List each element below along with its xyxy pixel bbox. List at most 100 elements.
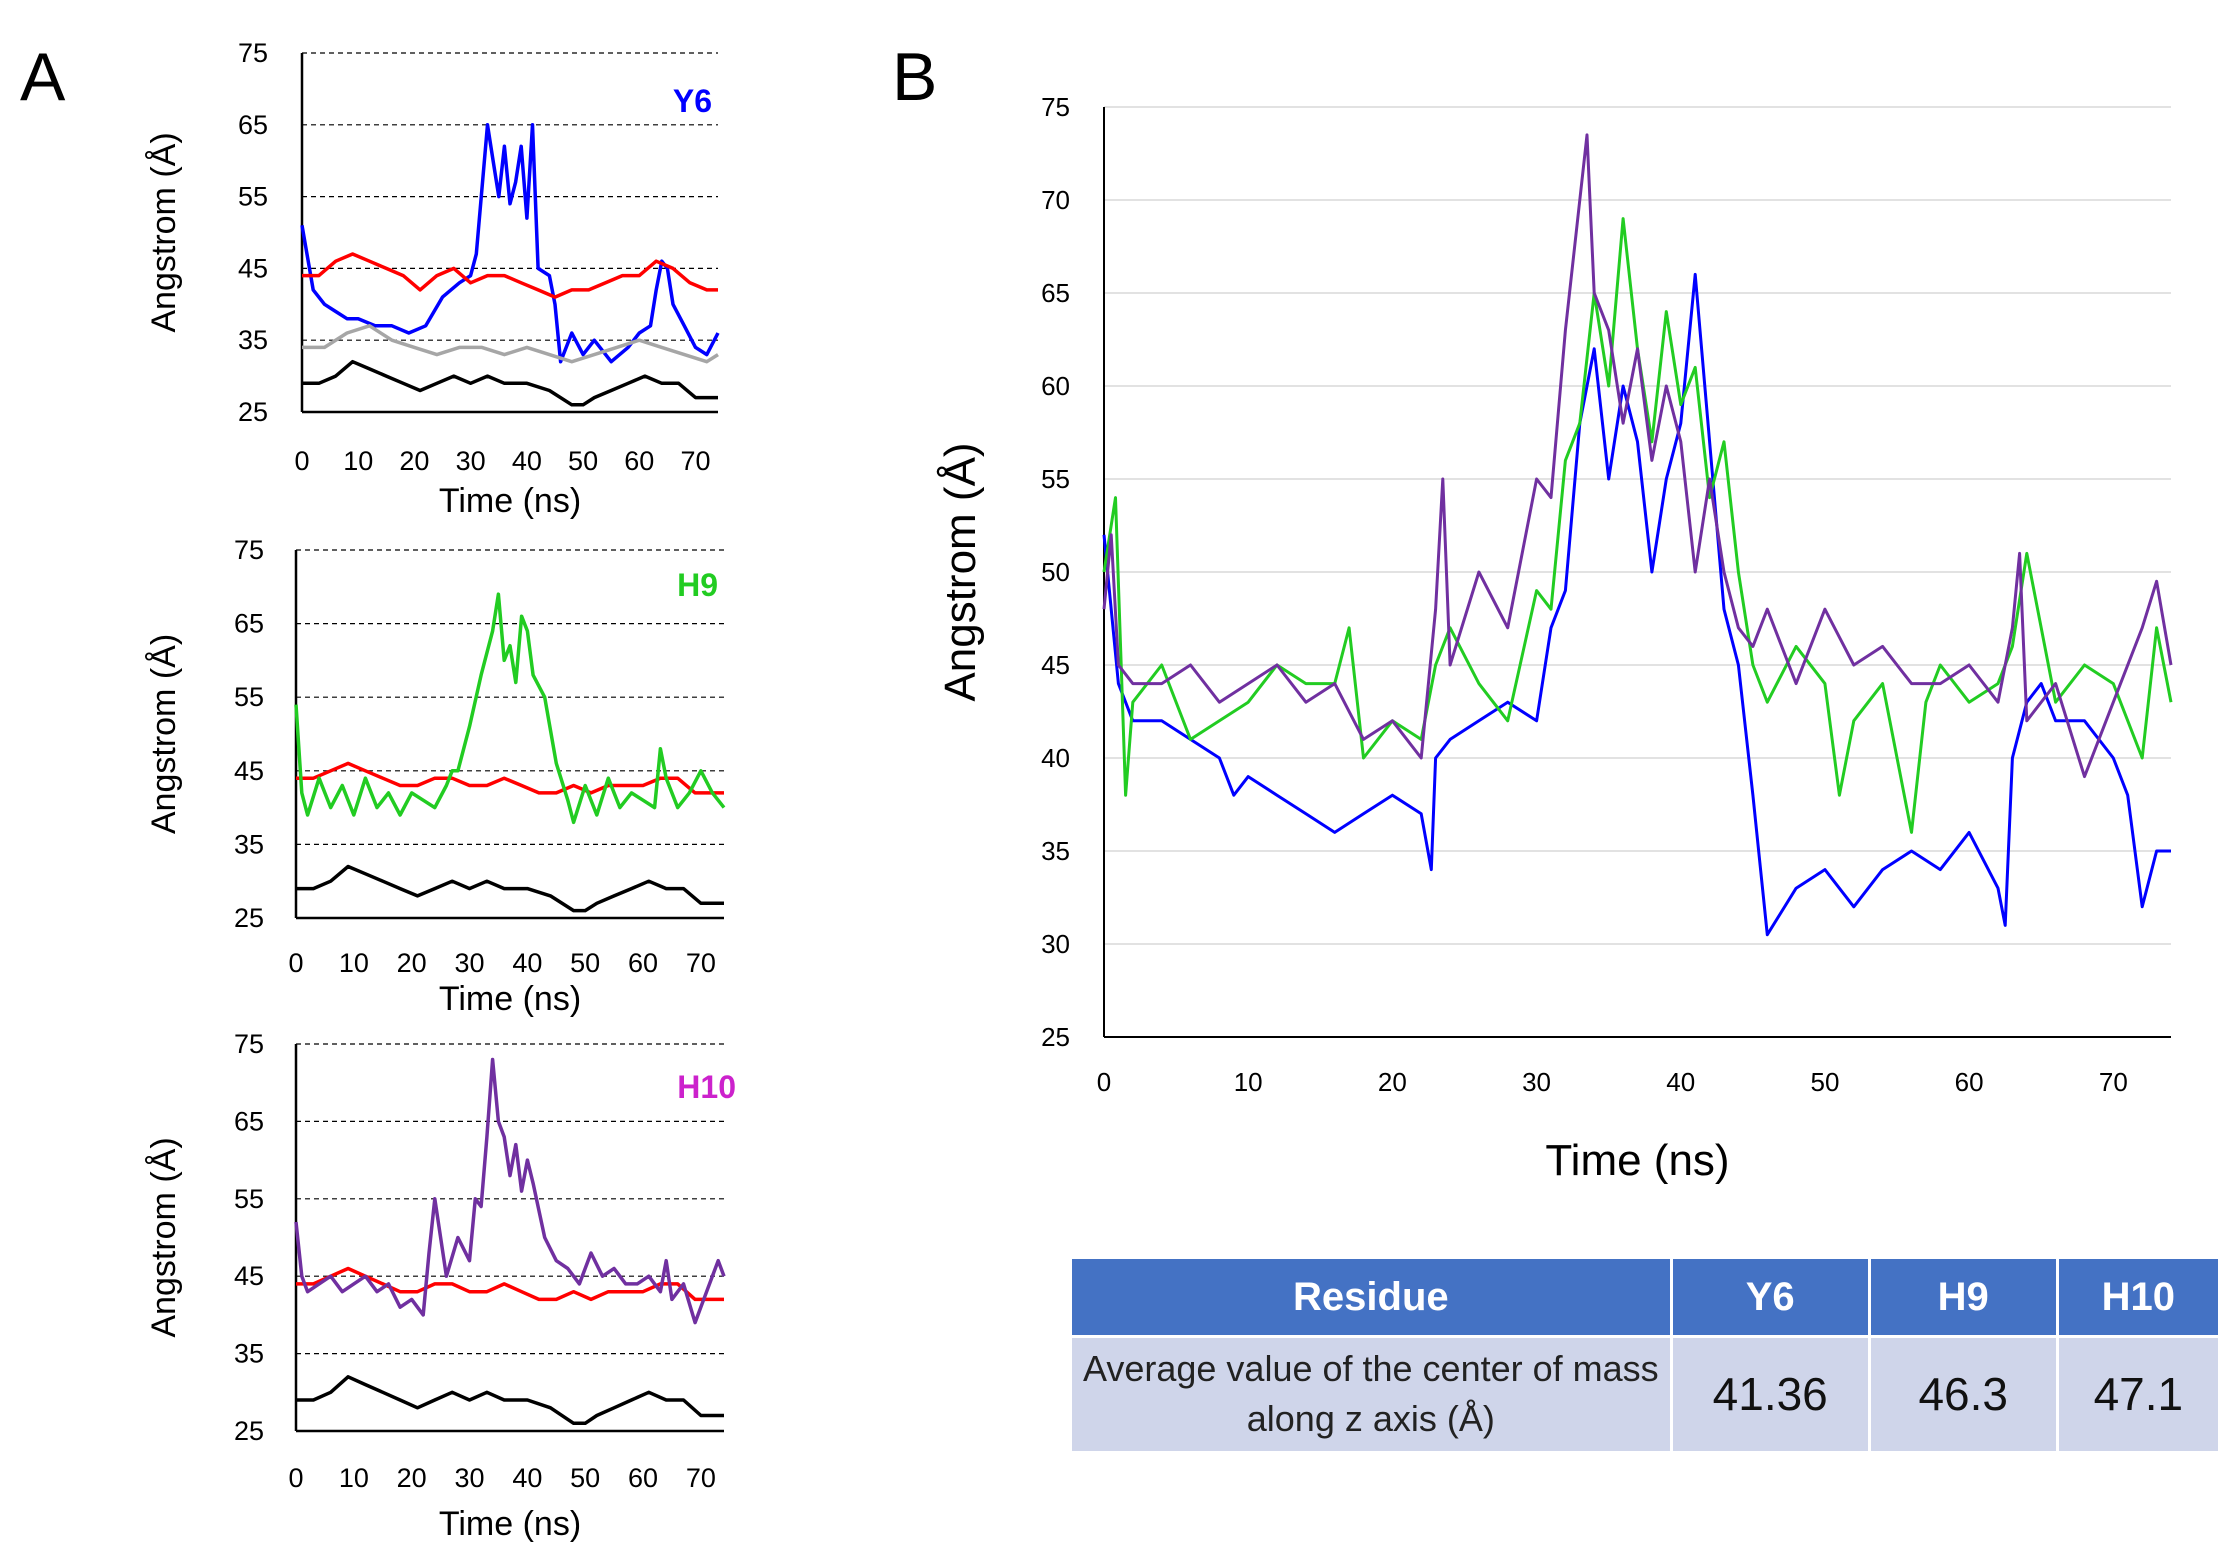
y-axis-label: Angstrom (Å): [145, 1137, 183, 1337]
x-tick-label: 20: [397, 948, 427, 978]
series-line-h9: [294, 592, 726, 825]
x-tick-label: 70: [686, 1463, 716, 1493]
x-tick-label: 70: [680, 446, 710, 476]
series-line-grey: [302, 324, 719, 364]
x-tick-label: 0: [288, 1463, 303, 1493]
x-tick-label: 60: [628, 1463, 658, 1493]
x-tick-label: 30: [1522, 1067, 1551, 1097]
x-axis-label: Time (ns): [439, 482, 581, 520]
x-tick-label: 30: [454, 948, 484, 978]
x-tick-label: 30: [454, 1463, 484, 1493]
value-h10: 47.1: [2055, 1335, 2222, 1454]
x-tick-label: 10: [1234, 1067, 1263, 1097]
y-tick-label: 75: [238, 38, 268, 68]
x-axis-label: Time (ns): [1545, 1136, 1729, 1185]
series-line-red: [302, 252, 718, 299]
average-table: Residue Y6 H9 H10 Average value of the c…: [1069, 1256, 2222, 1454]
y-tick-label: 50: [1041, 557, 1070, 587]
y-tick-label: 65: [1041, 278, 1070, 308]
x-axis-label: Time (ns): [439, 1505, 581, 1543]
y-axis-label: Angstrom (Å): [145, 634, 183, 834]
x-tick-label: 20: [399, 446, 429, 476]
chart-tag-h9: H9: [677, 567, 718, 603]
x-tick-label: 40: [512, 948, 542, 978]
y-axis-label: Angstrom (Å): [936, 442, 985, 701]
x-tick-label: 10: [339, 1463, 369, 1493]
y-tick-label: 45: [234, 1261, 264, 1291]
x-tick-label: 40: [512, 446, 542, 476]
panel-label-b: B: [892, 39, 937, 115]
y-tick-label: 75: [234, 535, 264, 565]
x-tick-label: 30: [456, 446, 486, 476]
y-tick-label: 35: [238, 325, 268, 355]
y-tick-label: 35: [234, 829, 264, 859]
x-tick-label: 40: [512, 1463, 542, 1493]
y-tick-label: 35: [1041, 836, 1070, 866]
chart-tag-y6: Y6: [673, 83, 712, 119]
x-tick-label: 0: [294, 446, 309, 476]
y-tick-label: 75: [234, 1029, 264, 1059]
panel-label-a: A: [20, 39, 66, 115]
y-tick-label: 45: [1041, 650, 1070, 680]
header-y6: Y6: [1669, 1256, 1871, 1338]
series-line-h10: [1102, 133, 2173, 779]
table-header-row: Residue Y6 H9 H10: [1069, 1256, 2222, 1338]
y-tick-label: 75: [1041, 92, 1070, 122]
series-line-y6: [1102, 272, 2171, 937]
series-line-red: [296, 1266, 724, 1302]
x-tick-label: 50: [570, 1463, 600, 1493]
series-line-y6: [300, 123, 720, 364]
row-label: Average value of the center of mass alon…: [1069, 1335, 1673, 1454]
chart-h9: 25 35 45 55 65 75 0 10 20 30 40 50 60 70 Time (ns) Angs…: [145, 535, 726, 1018]
series-line-black: [296, 864, 724, 913]
y-tick-label: 35: [234, 1339, 264, 1369]
y-tick-label: 65: [238, 110, 268, 140]
chart-tag-h10: H10: [677, 1069, 736, 1105]
chart-y6: 25 35 45 55 65 75 0 10 20 30 40 50 60 70 Time (ns) Angs…: [145, 38, 720, 520]
x-tick-label: 50: [570, 948, 600, 978]
y-tick-label: 55: [234, 682, 264, 712]
x-tick-label: 60: [1955, 1067, 1984, 1097]
y-tick-label: 40: [1041, 743, 1070, 773]
x-tick-label: 50: [568, 446, 598, 476]
series-line-black: [296, 1375, 724, 1426]
header-h10: H10: [2055, 1256, 2222, 1338]
y-tick-label: 65: [234, 609, 264, 639]
y-tick-label: 45: [234, 756, 264, 786]
x-tick-label: 0: [288, 948, 303, 978]
series-line-h9: [1102, 217, 2173, 834]
y-tick-label: 25: [234, 1416, 264, 1446]
series-line-h10: [294, 1057, 726, 1325]
x-tick-label: 10: [343, 446, 373, 476]
x-tick-label: 20: [397, 1463, 427, 1493]
x-tick-label: 10: [339, 948, 369, 978]
y-tick-label: 55: [238, 182, 268, 212]
y-tick-label: 45: [238, 253, 268, 283]
y-tick-label: 60: [1041, 371, 1070, 401]
y-tick-label: 25: [238, 397, 268, 427]
x-tick-label: 50: [1810, 1067, 1839, 1097]
x-tick-label: 40: [1666, 1067, 1695, 1097]
y-tick-label: 55: [234, 1184, 264, 1214]
x-tick-label: 70: [686, 948, 716, 978]
x-tick-label: 0: [1097, 1067, 1111, 1097]
header-h9: H9: [1867, 1256, 2059, 1338]
y-tick-label: 30: [1041, 929, 1070, 959]
y-tick-label: 70: [1041, 185, 1070, 215]
x-tick-label: 60: [628, 948, 658, 978]
chart-combined: 25 30 35 40 45 50 55 60 65 70 75 0 10 20 30 40 50 60 70 Tim…: [936, 92, 2173, 1185]
value-y6: 41.36: [1669, 1335, 1871, 1454]
header-residue: Residue: [1069, 1256, 1673, 1338]
x-tick-label: 70: [2099, 1067, 2128, 1097]
value-h9: 46.3: [1867, 1335, 2059, 1454]
table-row: Average value of the center of mass alon…: [1069, 1335, 2222, 1454]
x-tick-label: 60: [624, 446, 654, 476]
chart-h10: 25 35 45 55 65 75 0 10 20 30 40 50 60 70 Time (ns) Angs…: [145, 1029, 736, 1543]
series-line-black: [302, 359, 718, 407]
x-tick-label: 20: [1378, 1067, 1407, 1097]
y-tick-label: 65: [234, 1106, 264, 1136]
x-axis-label: Time (ns): [439, 980, 581, 1018]
y-axis-label: Angstrom (Å): [145, 132, 183, 332]
y-tick-label: 25: [234, 903, 264, 933]
